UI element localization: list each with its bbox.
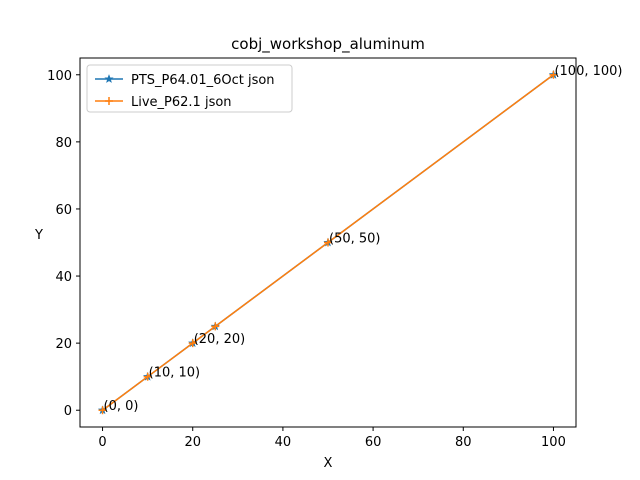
point-annotation: (0, 0) bbox=[104, 399, 139, 414]
x-tick-label: 0 bbox=[98, 435, 106, 450]
x-tick-label: 40 bbox=[275, 435, 292, 450]
y-tick-label: 0 bbox=[64, 404, 72, 419]
y-tick-label: 80 bbox=[55, 136, 72, 151]
legend: PTS_P64.01_6Oct json Live_P62.1 json bbox=[86, 64, 293, 113]
y-tick-label: 100 bbox=[47, 69, 72, 84]
series-2 bbox=[98, 70, 558, 415]
legend-label: Live_P62.1 json bbox=[131, 95, 232, 110]
x-axis-label: X bbox=[324, 456, 333, 471]
legend-box bbox=[86, 64, 293, 113]
point-annotation: (20, 20) bbox=[194, 332, 246, 347]
plot-area: 0 20 40 60 80 100 0 20 40 60 80 100 (0, 0) (10, 10) (2… bbox=[47, 57, 623, 450]
y-axis-label: Y bbox=[34, 228, 43, 243]
legend-entry: Live_P62.1 json bbox=[95, 95, 232, 110]
x-tick-label: 20 bbox=[184, 435, 201, 450]
y-tick-label: 60 bbox=[55, 203, 72, 218]
y-tick-label: 40 bbox=[55, 270, 72, 285]
y-tick-label: 20 bbox=[55, 337, 72, 352]
x-tick-label: 60 bbox=[365, 435, 382, 450]
plot-frame bbox=[79, 57, 577, 428]
series-marker-plus bbox=[143, 372, 152, 381]
point-annotation: (100, 100) bbox=[554, 64, 622, 79]
chart-title: cobj_workshop_aluminum bbox=[231, 35, 425, 54]
point-annotation: (50, 50) bbox=[329, 232, 381, 247]
legend-label: PTS_P64.01_6Oct json bbox=[131, 73, 275, 88]
series-line bbox=[102, 74, 554, 411]
x-tick-label: 80 bbox=[455, 435, 472, 450]
legend-entry: PTS_P64.01_6Oct json bbox=[95, 73, 275, 88]
series-marker-plus bbox=[324, 238, 332, 247]
series-marker-plus bbox=[211, 322, 220, 331]
series-marker-plus bbox=[549, 70, 558, 79]
series-marker-plus bbox=[98, 406, 107, 415]
series-marker-plus bbox=[105, 97, 113, 105]
point-annotation: (10, 10) bbox=[149, 366, 201, 381]
series-marker-star bbox=[104, 74, 114, 83]
x-tick-label: 100 bbox=[541, 435, 566, 450]
series-marker-plus bbox=[188, 339, 197, 348]
